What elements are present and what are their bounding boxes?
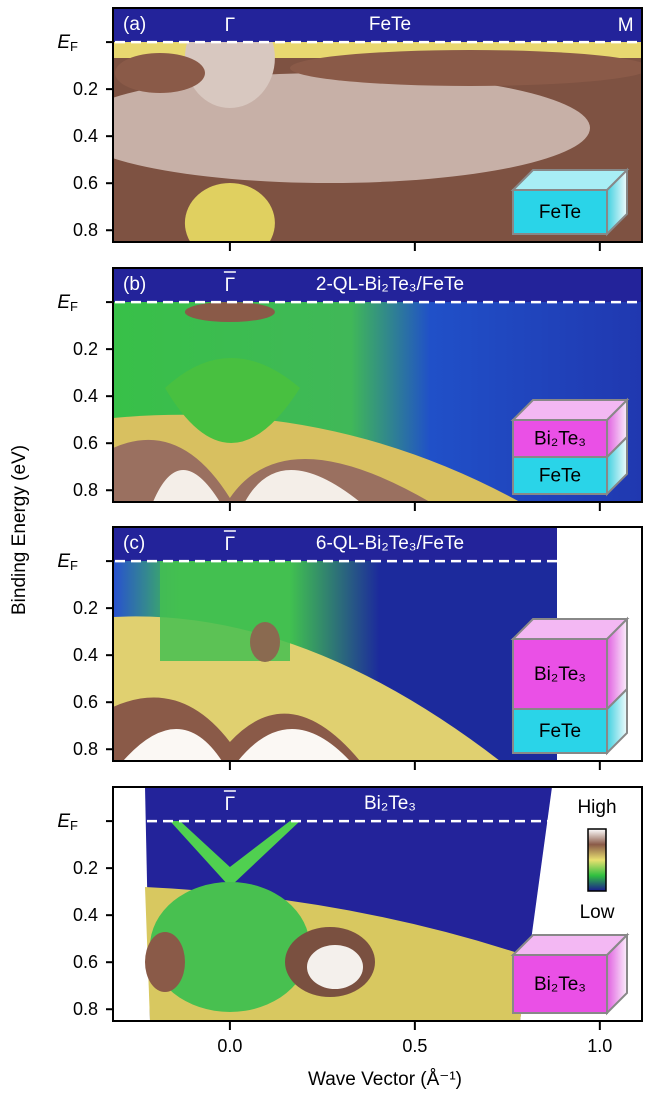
y-tick-label: 0.2 <box>73 598 98 618</box>
x-tick-label: 0.0 <box>217 1036 242 1056</box>
intensity <box>145 932 185 992</box>
intensity <box>113 527 557 561</box>
intensity <box>170 821 300 887</box>
panel-label: (d) <box>123 793 146 814</box>
x-tick-label: 0.5 <box>402 1036 427 1056</box>
y-tick-label: EF <box>57 32 78 54</box>
inset-cube: FeTe <box>510 167 630 237</box>
intensity <box>165 358 300 443</box>
colorbar-label: Low <box>580 902 615 923</box>
cube-top <box>510 399 630 421</box>
inset-label: Bi₂Te₃ <box>534 664 586 685</box>
inset-label: FeTe <box>539 721 581 742</box>
intensity <box>184 302 275 322</box>
inset-label: FeTe <box>539 202 581 223</box>
y-tick-label: 0.8 <box>73 220 98 240</box>
y-tick-label: 0.6 <box>73 952 98 972</box>
inset-label: Bi₂Te₃ <box>534 429 586 450</box>
y-tick-label: 0.6 <box>73 173 98 193</box>
frame <box>112 786 643 1022</box>
y-tick-label: 0.4 <box>73 126 98 146</box>
y-tick-label: 0.6 <box>73 692 98 712</box>
y-tick-label: 0.8 <box>73 999 98 1019</box>
panel-title: Bi₂Te₃ <box>364 793 416 814</box>
cube-top <box>510 169 630 191</box>
y-tick-label: 0.4 <box>73 386 98 406</box>
y-tick-label: EF <box>57 551 78 573</box>
colorbar <box>587 828 607 892</box>
cube-front <box>512 456 608 495</box>
cube-front <box>512 189 608 235</box>
y-tick-label: EF <box>57 811 78 833</box>
y-tick-label: 0.2 <box>73 339 98 359</box>
intensity <box>123 729 350 761</box>
heatmap <box>145 787 552 1021</box>
symmetry-point: M <box>618 15 634 36</box>
cube-front <box>512 954 608 1014</box>
symmetry-point: Γ <box>225 534 235 555</box>
intensity <box>149 882 310 1012</box>
cube-top <box>510 618 630 640</box>
x-axis-label: Wave Vector (Å⁻¹) <box>308 1069 462 1090</box>
y-tick-label: EF <box>57 292 78 314</box>
x-tick-label: 1.0 <box>587 1036 612 1056</box>
cube-front <box>512 638 608 710</box>
symmetry-point: Γ <box>225 15 235 36</box>
panel-title: 6-QL-Bi₂Te₃/FeTe <box>316 533 464 554</box>
y-tick-label: 0.2 <box>73 79 98 99</box>
heatmap <box>113 527 557 761</box>
y-tick-label: 0.8 <box>73 480 98 500</box>
y-tick-label: 0.6 <box>73 433 98 453</box>
y-tick-label: 0.8 <box>73 739 98 759</box>
panel-label: (b) <box>123 274 146 295</box>
frame <box>112 267 643 503</box>
inset-cube: FeTe Bi₂Te₃ <box>510 397 630 497</box>
colorbar-label: High <box>577 797 616 818</box>
frame <box>112 526 643 762</box>
symmetry-point: Γ <box>225 275 235 296</box>
y-axis-label: Binding Energy (eV) <box>9 445 30 615</box>
inset-cube: Bi₂Te₃ <box>510 932 630 1016</box>
inset-label: FeTe <box>539 466 581 487</box>
inset-cube: FeTe Bi₂Te₃ <box>510 616 630 756</box>
heatmap <box>113 8 642 242</box>
intensity <box>307 945 363 989</box>
cube-front <box>512 419 608 458</box>
panel-label: (a) <box>123 14 146 35</box>
intensity <box>250 622 280 662</box>
intensity <box>290 50 642 86</box>
intensity <box>115 53 205 93</box>
y-tick-label: 0.4 <box>73 645 98 665</box>
y-tick-label: 0.4 <box>73 905 98 925</box>
cube-front <box>512 708 608 754</box>
panel-title: FeTe <box>369 14 411 35</box>
intensity <box>113 8 642 42</box>
intensity <box>113 268 642 302</box>
panel-title: 2-QL-Bi₂Te₃/FeTe <box>316 274 464 295</box>
frame <box>112 7 643 243</box>
intensity <box>153 470 360 502</box>
panel-label: (c) <box>123 533 145 554</box>
inset-label: Bi₂Te₃ <box>534 974 586 995</box>
symmetry-point: Γ <box>225 794 235 815</box>
y-tick-label: 0.2 <box>73 858 98 878</box>
cube-top <box>510 934 630 956</box>
intensity <box>184 183 275 242</box>
